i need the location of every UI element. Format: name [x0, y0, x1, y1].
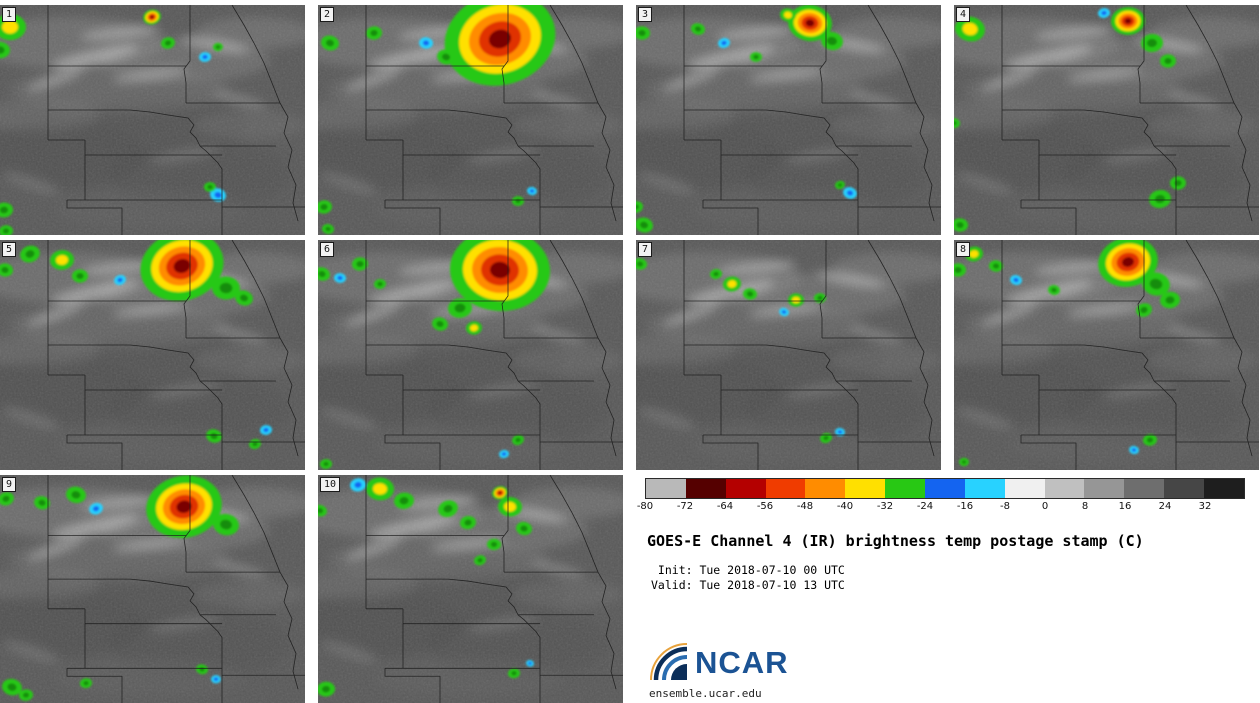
product-title: GOES-E Channel 4 (IR) brightness temp po… [647, 532, 1144, 550]
storms-layer [318, 477, 534, 697]
init-time: Init: Tue 2018-07-10 00 UTC [651, 563, 845, 577]
ir-satellite-map [318, 240, 623, 470]
panel-number: 1 [2, 7, 17, 22]
storms-layer [318, 240, 550, 469]
colorbar-cell [885, 479, 926, 498]
ensemble-member-panel: 3 [636, 5, 941, 235]
ensemble-member-panel: 6 [318, 240, 623, 470]
ensemble-member-panel: 9 [0, 475, 305, 703]
colorbar-cell [1044, 479, 1085, 498]
panel-number: 9 [2, 477, 17, 492]
storms-layer [0, 475, 239, 701]
colorbar-tick: -40 [836, 501, 854, 512]
colorbar [645, 478, 1245, 499]
storms-layer [636, 258, 845, 444]
colorbar-tick: 0 [1041, 501, 1049, 512]
panel-number: 2 [320, 7, 335, 22]
ir-satellite-map [954, 240, 1259, 470]
colorbar-cell [845, 479, 886, 498]
colorbar-tick: -8 [1000, 501, 1010, 512]
ensemble-member-panel: 2 [318, 5, 623, 235]
ir-satellite-map [318, 5, 623, 235]
ncar-logo-swoosh-icon [650, 643, 688, 681]
storms-layer [0, 9, 226, 235]
panel-number: 4 [956, 7, 971, 22]
ensemble-member-panel: 1 [0, 5, 305, 235]
legend-panel: -80 -72 -64 -56 -48 -40 -32 -24 -16 -8 0 8 16 24 32 GO… [637, 476, 1257, 703]
colorbar-cell [925, 479, 965, 498]
panel-number: 6 [320, 242, 335, 257]
storms-layer [954, 240, 1180, 467]
colorbar-tick: -56 [756, 501, 774, 512]
storms-layer [954, 7, 1186, 232]
panel-number: 7 [638, 242, 653, 257]
colorbar-tick: -32 [876, 501, 894, 512]
colorbar-tick: 32 [1198, 501, 1212, 512]
storms-layer [636, 5, 857, 233]
colorbar-cell [725, 479, 766, 498]
colorbar-tick: 8 [1081, 501, 1089, 512]
ensemble-member-panel: 8 [954, 240, 1259, 470]
colorbar-cell [765, 479, 806, 498]
panel-number: 8 [956, 242, 971, 257]
ir-satellite-map [0, 5, 305, 235]
colorbar-cell [1124, 479, 1165, 498]
colorbar-cell [805, 479, 846, 498]
ir-satellite-map [636, 5, 941, 235]
colorbar-tick: -16 [956, 501, 974, 512]
site-url: ensemble.ucar.edu [649, 687, 762, 700]
ensemble-member-panel: 4 [954, 5, 1259, 235]
ir-satellite-map [636, 240, 941, 470]
colorbar-tick: -72 [676, 501, 694, 512]
ncar-logo-text: NCAR [695, 645, 789, 680]
panel-number: 5 [2, 242, 17, 257]
storms-layer [318, 5, 556, 234]
colorbar-cell [1164, 479, 1205, 498]
ncar-logo: NCAR [649, 642, 789, 682]
valid-time: Valid: Tue 2018-07-10 13 UTC [651, 578, 845, 592]
ir-satellite-map [0, 240, 305, 470]
colorbar-tick: -24 [916, 501, 934, 512]
ir-satellite-map [0, 475, 305, 703]
ensemble-member-panel: 5 [0, 240, 305, 470]
ensemble-member-panel: 10 [318, 475, 623, 703]
colorbar-tick: 16 [1118, 501, 1132, 512]
ir-satellite-map [318, 475, 623, 703]
colorbar-cell [1084, 479, 1125, 498]
colorbar-tick: -48 [796, 501, 814, 512]
panel-number: 10 [320, 477, 341, 492]
storms-layer [0, 240, 272, 449]
colorbar-cell [1204, 479, 1244, 498]
colorbar-tick-labels: -80 -72 -64 -56 -48 -40 -32 -24 -16 -8 0 8 16 24 32 [637, 501, 1245, 515]
colorbar-cell [1004, 479, 1045, 498]
colorbar-cell [964, 479, 1005, 498]
colorbar-cell [646, 479, 686, 498]
ir-satellite-map [954, 5, 1259, 235]
colorbar-cell [685, 479, 726, 498]
colorbar-tick: 24 [1158, 501, 1172, 512]
ensemble-member-panel: 7 [636, 240, 941, 470]
colorbar-tick: -80 [636, 501, 654, 512]
panel-number: 3 [638, 7, 653, 22]
colorbar-tick: -64 [716, 501, 734, 512]
